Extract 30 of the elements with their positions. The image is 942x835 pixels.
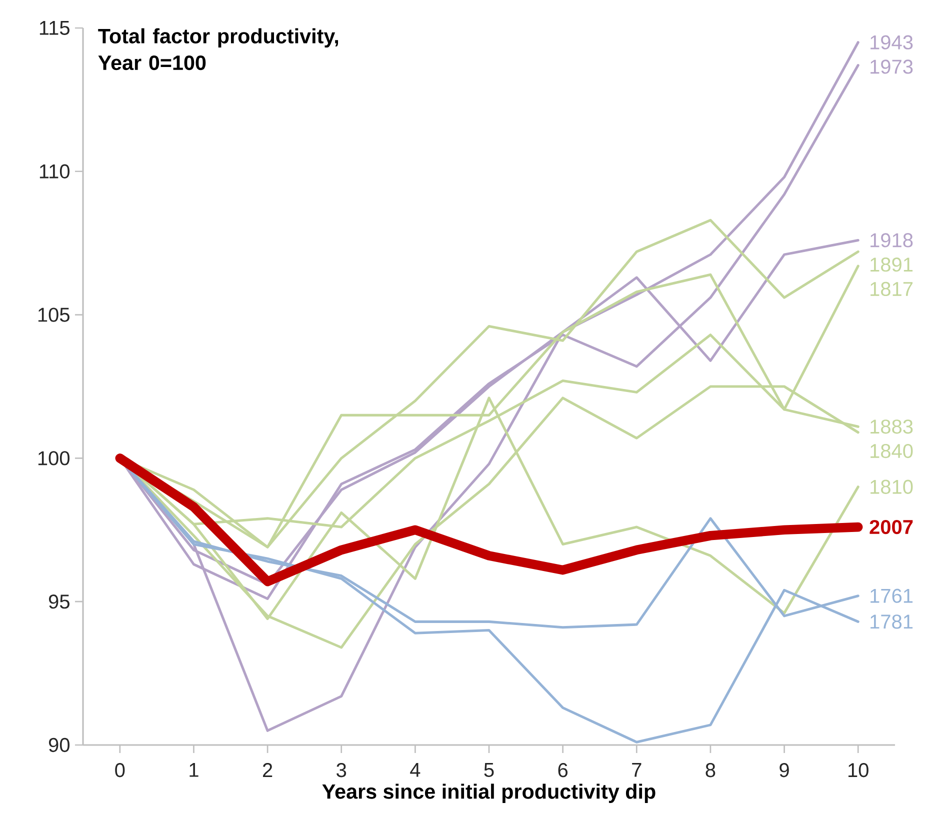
- x-tick-label: 4: [410, 763, 420, 777]
- text: Total factor productivity, Year 0=100: [98, 28, 338, 70]
- series-label: 1781: [870, 614, 913, 629]
- x-tick-label: 1: [190, 763, 198, 777]
- series-label: 2007: [870, 520, 913, 534]
- y-tick-label: 105: [38, 308, 70, 322]
- y-tick-label: 110: [40, 164, 70, 178]
- x-tick-label: 8: [706, 763, 716, 778]
- series-label: 1817: [870, 282, 913, 296]
- y-tick-label: 100: [38, 451, 70, 466]
- y-tick-label: 115: [40, 21, 70, 35]
- series-label: 1891: [870, 258, 913, 272]
- series-label: 1883: [870, 420, 913, 434]
- series-label: 1918: [870, 233, 913, 248]
- x-tick-label: 0: [115, 763, 125, 778]
- y-tick-label: 95: [48, 594, 70, 609]
- series-label: 1810: [870, 480, 913, 494]
- x-tick-label: 5: [484, 763, 494, 777]
- x-tick-label: 6: [558, 763, 568, 778]
- x-tick-label: 7: [632, 763, 642, 777]
- x-tick-label: 3: [336, 763, 346, 778]
- x-tick-label: 10: [848, 763, 868, 778]
- series-label: 1840: [870, 444, 913, 458]
- x-tick-label: 9: [780, 763, 789, 778]
- x-axis-title: Years since initial productivity dip: [322, 784, 656, 803]
- series-label: 1761: [870, 588, 913, 603]
- series-label: 1973: [870, 60, 913, 74]
- y-tick-label: 90: [48, 738, 70, 752]
- series-label: 1943: [870, 35, 913, 50]
- x-tick-label: 2: [262, 763, 272, 778]
